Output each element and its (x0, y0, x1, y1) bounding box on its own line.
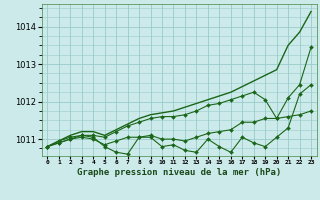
X-axis label: Graphe pression niveau de la mer (hPa): Graphe pression niveau de la mer (hPa) (77, 168, 281, 177)
